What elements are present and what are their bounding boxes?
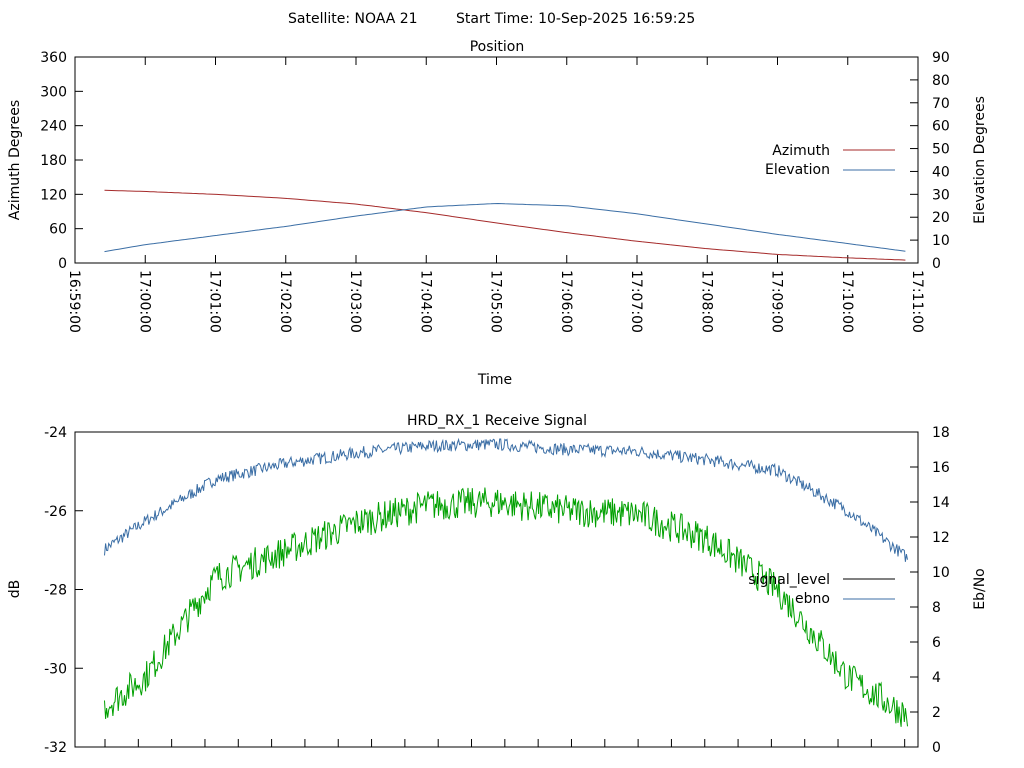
position-ytick-label: 180 bbox=[40, 153, 67, 169]
position-xlabel: Time bbox=[477, 372, 512, 388]
signal-y2tick-label: 12 bbox=[932, 530, 950, 546]
signal-y2tick-label: 2 bbox=[932, 705, 941, 721]
position-xtick-label: 17:08:00 bbox=[698, 270, 714, 333]
position-ytick-label: 300 bbox=[40, 84, 67, 100]
position-legend: Azimuth Elevation bbox=[765, 143, 895, 178]
legend-signal-level-label: signal_level bbox=[748, 572, 830, 588]
signal-plot-frame bbox=[74, 431, 919, 748]
legend-azimuth-label: Azimuth bbox=[772, 143, 830, 159]
position-ytick-label: 60 bbox=[49, 222, 67, 238]
position-xtick-label: 17:06:00 bbox=[558, 270, 574, 333]
signal-ytick-label: -24 bbox=[44, 425, 67, 441]
signal-y2tick-label: 18 bbox=[932, 425, 950, 441]
position-y2tick-label: 60 bbox=[932, 119, 950, 135]
position-xtick-label: 17:02:00 bbox=[277, 270, 293, 333]
position-xtick-label: 17:05:00 bbox=[488, 270, 504, 333]
position-axes: 0 60 120 180 240 300 360 0 10 20 30 40 50 60 70 80 90 16:… bbox=[40, 50, 950, 333]
legend-ebno-label: ebno bbox=[795, 591, 830, 607]
position-plot-frame bbox=[74, 56, 919, 264]
signal-ytick-label: -28 bbox=[44, 583, 67, 599]
satellite-label: Satellite: NOAA 21 bbox=[288, 11, 418, 27]
signal-series-level-trace bbox=[104, 487, 908, 727]
signal-y2tick-label: 4 bbox=[932, 670, 941, 686]
position-y2label: Elevation Degrees bbox=[972, 96, 988, 224]
position-y2tick-label: 0 bbox=[932, 256, 941, 272]
start-time-label: Start Time: 10-Sep-2025 16:59:25 bbox=[456, 11, 695, 27]
position-xtick-label: 16:59:00 bbox=[66, 270, 82, 333]
position-xtick-label: 17:00:00 bbox=[136, 270, 152, 333]
position-xtick-label: 17:03:00 bbox=[347, 270, 363, 333]
signal-ylabel: dB bbox=[7, 580, 23, 599]
position-xtick-label: 17:10:00 bbox=[839, 270, 855, 333]
position-ytick-label: 360 bbox=[40, 50, 67, 66]
legend-elevation-label: Elevation bbox=[765, 162, 830, 178]
signal-chart: HRD_RX_1 Receive Signal -32 -30 -28 -26 -24 0… bbox=[7, 413, 988, 756]
position-xtick-label: 17:09:00 bbox=[769, 270, 785, 333]
signal-y2tick-label: 14 bbox=[932, 495, 950, 511]
position-y2tick-label: 90 bbox=[932, 50, 950, 66]
signal-series-ebno bbox=[104, 437, 908, 562]
position-ytick-label: 0 bbox=[58, 256, 67, 272]
position-series-azimuth bbox=[104, 189, 906, 261]
position-ytick-label: 120 bbox=[40, 187, 67, 203]
position-ylabel: Azimuth Degrees bbox=[7, 100, 23, 220]
position-title: Position bbox=[470, 39, 525, 55]
position-xtick-label: 17:04:00 bbox=[417, 270, 433, 333]
position-series bbox=[104, 189, 906, 261]
signal-axes: -32 -30 -28 -26 -24 0 2 4 6 8 10 12 14 16 18 bbox=[44, 425, 950, 756]
position-chart: Position 0 60 120 180 240 300 360 0 10 20 30 40 50 60… bbox=[7, 39, 988, 388]
position-xtick-label: 17:07:00 bbox=[628, 270, 644, 333]
signal-series bbox=[104, 437, 908, 727]
position-y2tick-label: 40 bbox=[932, 164, 950, 180]
signal-y2tick-label: 0 bbox=[932, 740, 941, 756]
signal-ytick-label: -26 bbox=[44, 504, 67, 520]
position-y2tick-label: 30 bbox=[932, 187, 950, 203]
position-y2tick-label: 10 bbox=[932, 233, 950, 249]
signal-y2tick-label: 8 bbox=[932, 600, 941, 616]
signal-y2tick-label: 10 bbox=[932, 565, 950, 581]
signal-ytick-label: -32 bbox=[44, 740, 67, 756]
signal-y2tick-label: 16 bbox=[932, 460, 950, 476]
position-series-elevation bbox=[104, 202, 906, 253]
position-xtick-label: 17:01:00 bbox=[207, 270, 223, 333]
signal-y2tick-label: 6 bbox=[932, 635, 941, 651]
position-y2tick-label: 70 bbox=[932, 96, 950, 112]
signal-ytick-label: -30 bbox=[44, 661, 67, 677]
signal-title: HRD_RX_1 Receive Signal bbox=[407, 413, 587, 429]
position-y2tick-label: 80 bbox=[932, 73, 950, 89]
position-ytick-label: 240 bbox=[40, 119, 67, 135]
signal-y2label: Eb/No bbox=[972, 568, 988, 610]
signal-legend: signal_level ebno bbox=[748, 572, 895, 607]
position-y2tick-label: 20 bbox=[932, 210, 950, 226]
position-y2tick-label: 50 bbox=[932, 142, 950, 158]
position-xtick-label: 17:11:00 bbox=[909, 270, 925, 333]
